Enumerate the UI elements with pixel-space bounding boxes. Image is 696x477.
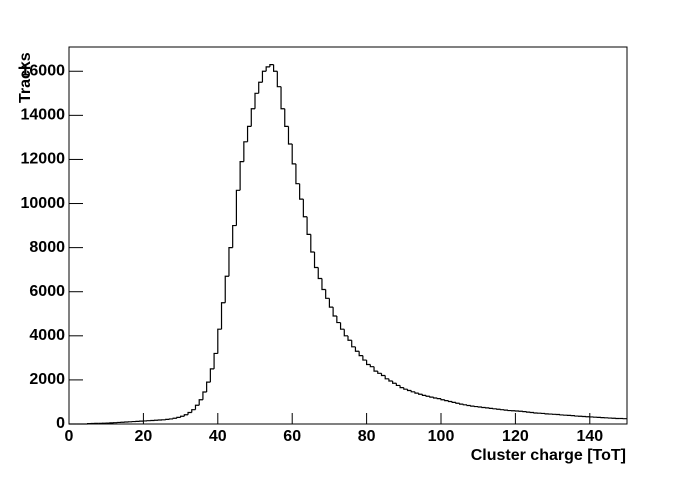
- y-tick-label: 8000: [29, 239, 65, 256]
- histogram-bin: [437, 398, 441, 399]
- y-tick-label: 10000: [21, 195, 66, 212]
- histogram-bin: [463, 404, 467, 405]
- y-tick-label: 2000: [29, 371, 65, 388]
- y-tick-label: 14000: [21, 107, 66, 124]
- y-tick-label: 4000: [29, 327, 65, 344]
- histogram-bin: [173, 418, 177, 419]
- histogram-bin: [471, 405, 475, 406]
- y-tick-label: 6000: [29, 283, 65, 300]
- x-tick-label: 40: [209, 428, 227, 445]
- x-tick-label: 60: [283, 428, 301, 445]
- x-axis-label: Cluster charge [ToT]: [471, 447, 626, 464]
- x-tick-label: 100: [428, 428, 455, 445]
- x-tick-label: 20: [135, 428, 153, 445]
- x-tick-label: 0: [65, 428, 74, 445]
- x-tick-label: 140: [576, 428, 603, 445]
- x-tick-label: 120: [502, 428, 529, 445]
- histogram-bin: [467, 405, 471, 406]
- y-tick-label: 12000: [21, 151, 66, 168]
- y-tick-label: 16000: [21, 62, 66, 79]
- x-tick-label: 80: [358, 428, 376, 445]
